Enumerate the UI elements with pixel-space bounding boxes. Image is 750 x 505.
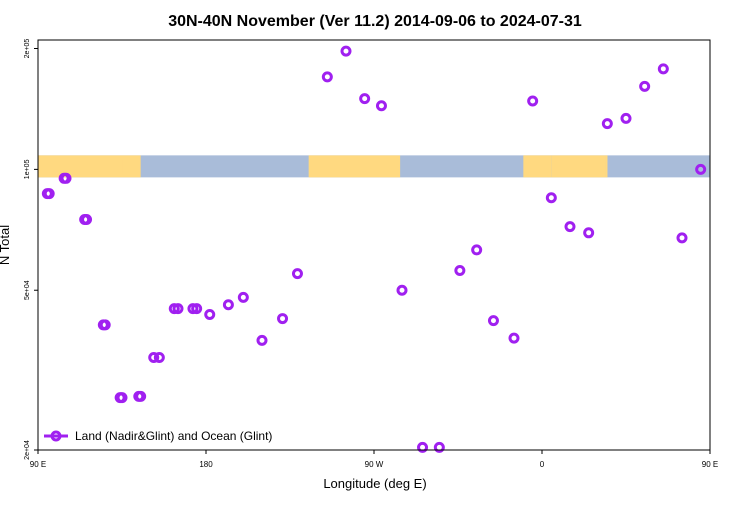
data-point <box>527 95 539 107</box>
legend-label: Land (Nadir&Glint) and Ocean (Glint) <box>75 429 272 443</box>
data-point <box>639 80 651 92</box>
data-point <box>508 332 520 344</box>
x-tick-label: 90 W <box>365 460 384 469</box>
x-tick-label: 0 <box>540 460 545 469</box>
data-point <box>41 188 53 200</box>
data-point <box>116 392 128 404</box>
data-point <box>291 268 303 280</box>
legend: Land (Nadir&Glint) and Ocean (Glint) <box>44 429 272 443</box>
data-point <box>133 390 145 402</box>
middle-east-asia-land <box>605 155 608 178</box>
data-point <box>256 334 268 346</box>
x-axis-label: Longitude (deg E) <box>323 476 426 491</box>
data-point <box>417 441 429 453</box>
data-point <box>487 315 499 327</box>
data-point <box>321 71 333 83</box>
data-point <box>60 172 72 184</box>
y-tick-label: 1e+05 <box>24 159 31 179</box>
y-tick-label: 2e+05 <box>24 39 31 59</box>
legend-circle-marker <box>50 430 62 442</box>
data-point <box>359 93 371 105</box>
data-point <box>676 232 688 244</box>
japan-land <box>112 159 123 174</box>
land-ocean-map-strip <box>38 155 710 178</box>
iberia-land <box>523 155 552 178</box>
data-point <box>148 351 160 363</box>
data-point <box>191 303 203 315</box>
data-point <box>564 221 576 233</box>
plot-frame <box>37 39 711 451</box>
north-africa-med-land <box>551 155 606 178</box>
data-point <box>237 291 249 303</box>
data-point <box>396 284 408 296</box>
data-point <box>695 163 707 175</box>
data-point <box>99 319 111 331</box>
data-point <box>657 63 669 75</box>
data-point <box>620 112 632 124</box>
y-axis-label: N Total <box>0 225 12 265</box>
y-tick-label: 2e+04 <box>24 440 31 460</box>
data-point <box>172 303 184 315</box>
data-point <box>471 244 483 256</box>
asia-east-land <box>38 155 141 178</box>
data-points <box>41 45 707 453</box>
data-point <box>433 441 445 453</box>
chart-title: 30N-40N November (Ver 11.2) 2014-09-06 t… <box>168 13 582 30</box>
data-point <box>79 214 91 226</box>
data-point <box>601 118 613 130</box>
data-point <box>204 309 216 321</box>
x-tick-label: 90 E <box>702 460 718 469</box>
data-point <box>454 264 466 276</box>
data-point <box>340 45 352 57</box>
x-tick-label: 90 E <box>30 460 46 469</box>
data-point <box>545 192 557 204</box>
data-point <box>375 100 387 112</box>
y-tick-label: 5e+04 <box>24 280 31 300</box>
x-tick-label: 180 <box>199 460 213 469</box>
data-point <box>583 227 595 239</box>
data-point <box>277 313 289 325</box>
north-america-land <box>308 155 401 178</box>
data-point <box>222 299 234 311</box>
data-point <box>153 351 165 363</box>
